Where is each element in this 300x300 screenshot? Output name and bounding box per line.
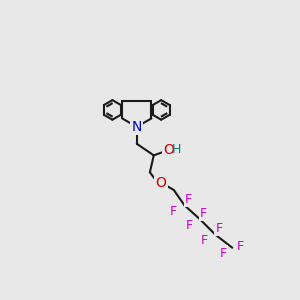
Text: F: F [200,207,207,220]
Text: H: H [171,143,181,157]
Text: F: F [216,222,223,235]
Text: F: F [170,205,177,218]
Text: O: O [155,176,166,190]
Text: F: F [220,247,226,260]
Text: O: O [164,143,175,157]
Text: F: F [201,234,208,247]
Text: F: F [236,240,244,253]
Text: F: F [185,193,192,206]
Text: F: F [186,219,193,232]
Text: N: N [132,120,142,134]
